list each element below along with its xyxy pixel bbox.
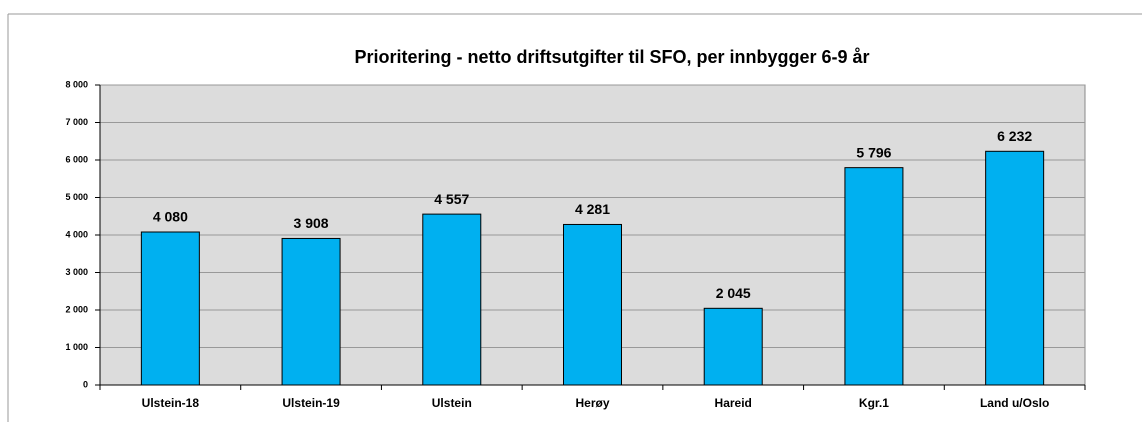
value-label: 2 045 xyxy=(716,285,751,301)
value-label: 5 796 xyxy=(856,144,891,160)
y-tick-label: 0 xyxy=(83,379,88,389)
x-tick-label: Land u/Oslo xyxy=(980,396,1049,410)
x-tick-label: Ulstein-18 xyxy=(142,396,200,410)
y-tick-label: 1 000 xyxy=(65,342,88,352)
value-label: 3 908 xyxy=(294,215,329,231)
bar xyxy=(985,150,1045,386)
bar xyxy=(563,223,622,386)
bar xyxy=(703,307,763,386)
y-tick-label: 4 000 xyxy=(65,229,88,239)
bar xyxy=(844,167,904,386)
x-tick-label: Herøy xyxy=(575,396,609,410)
x-tick-label: Ulstein xyxy=(432,396,472,410)
y-tick-label: 5 000 xyxy=(65,192,88,202)
value-label: 6 232 xyxy=(997,128,1032,144)
x-tick-label: Hareid xyxy=(715,396,752,410)
y-tick-label: 3 000 xyxy=(65,267,88,277)
y-tick-label: 7 000 xyxy=(65,117,88,127)
value-label: 4 281 xyxy=(575,201,610,217)
x-tick-label: Kgr.1 xyxy=(859,396,889,410)
x-tick-label: Ulstein-19 xyxy=(282,396,340,410)
value-label: 4 080 xyxy=(153,209,188,225)
y-tick-label: 6 000 xyxy=(65,154,88,164)
y-tick-label: 2 000 xyxy=(65,304,88,314)
value-label: 4 557 xyxy=(434,191,469,207)
bar xyxy=(140,231,200,386)
chart-title: Prioritering - netto driftsutgifter til … xyxy=(354,47,869,67)
bar xyxy=(422,213,482,386)
bar xyxy=(281,237,341,386)
y-tick-label: 8 000 xyxy=(65,79,88,89)
